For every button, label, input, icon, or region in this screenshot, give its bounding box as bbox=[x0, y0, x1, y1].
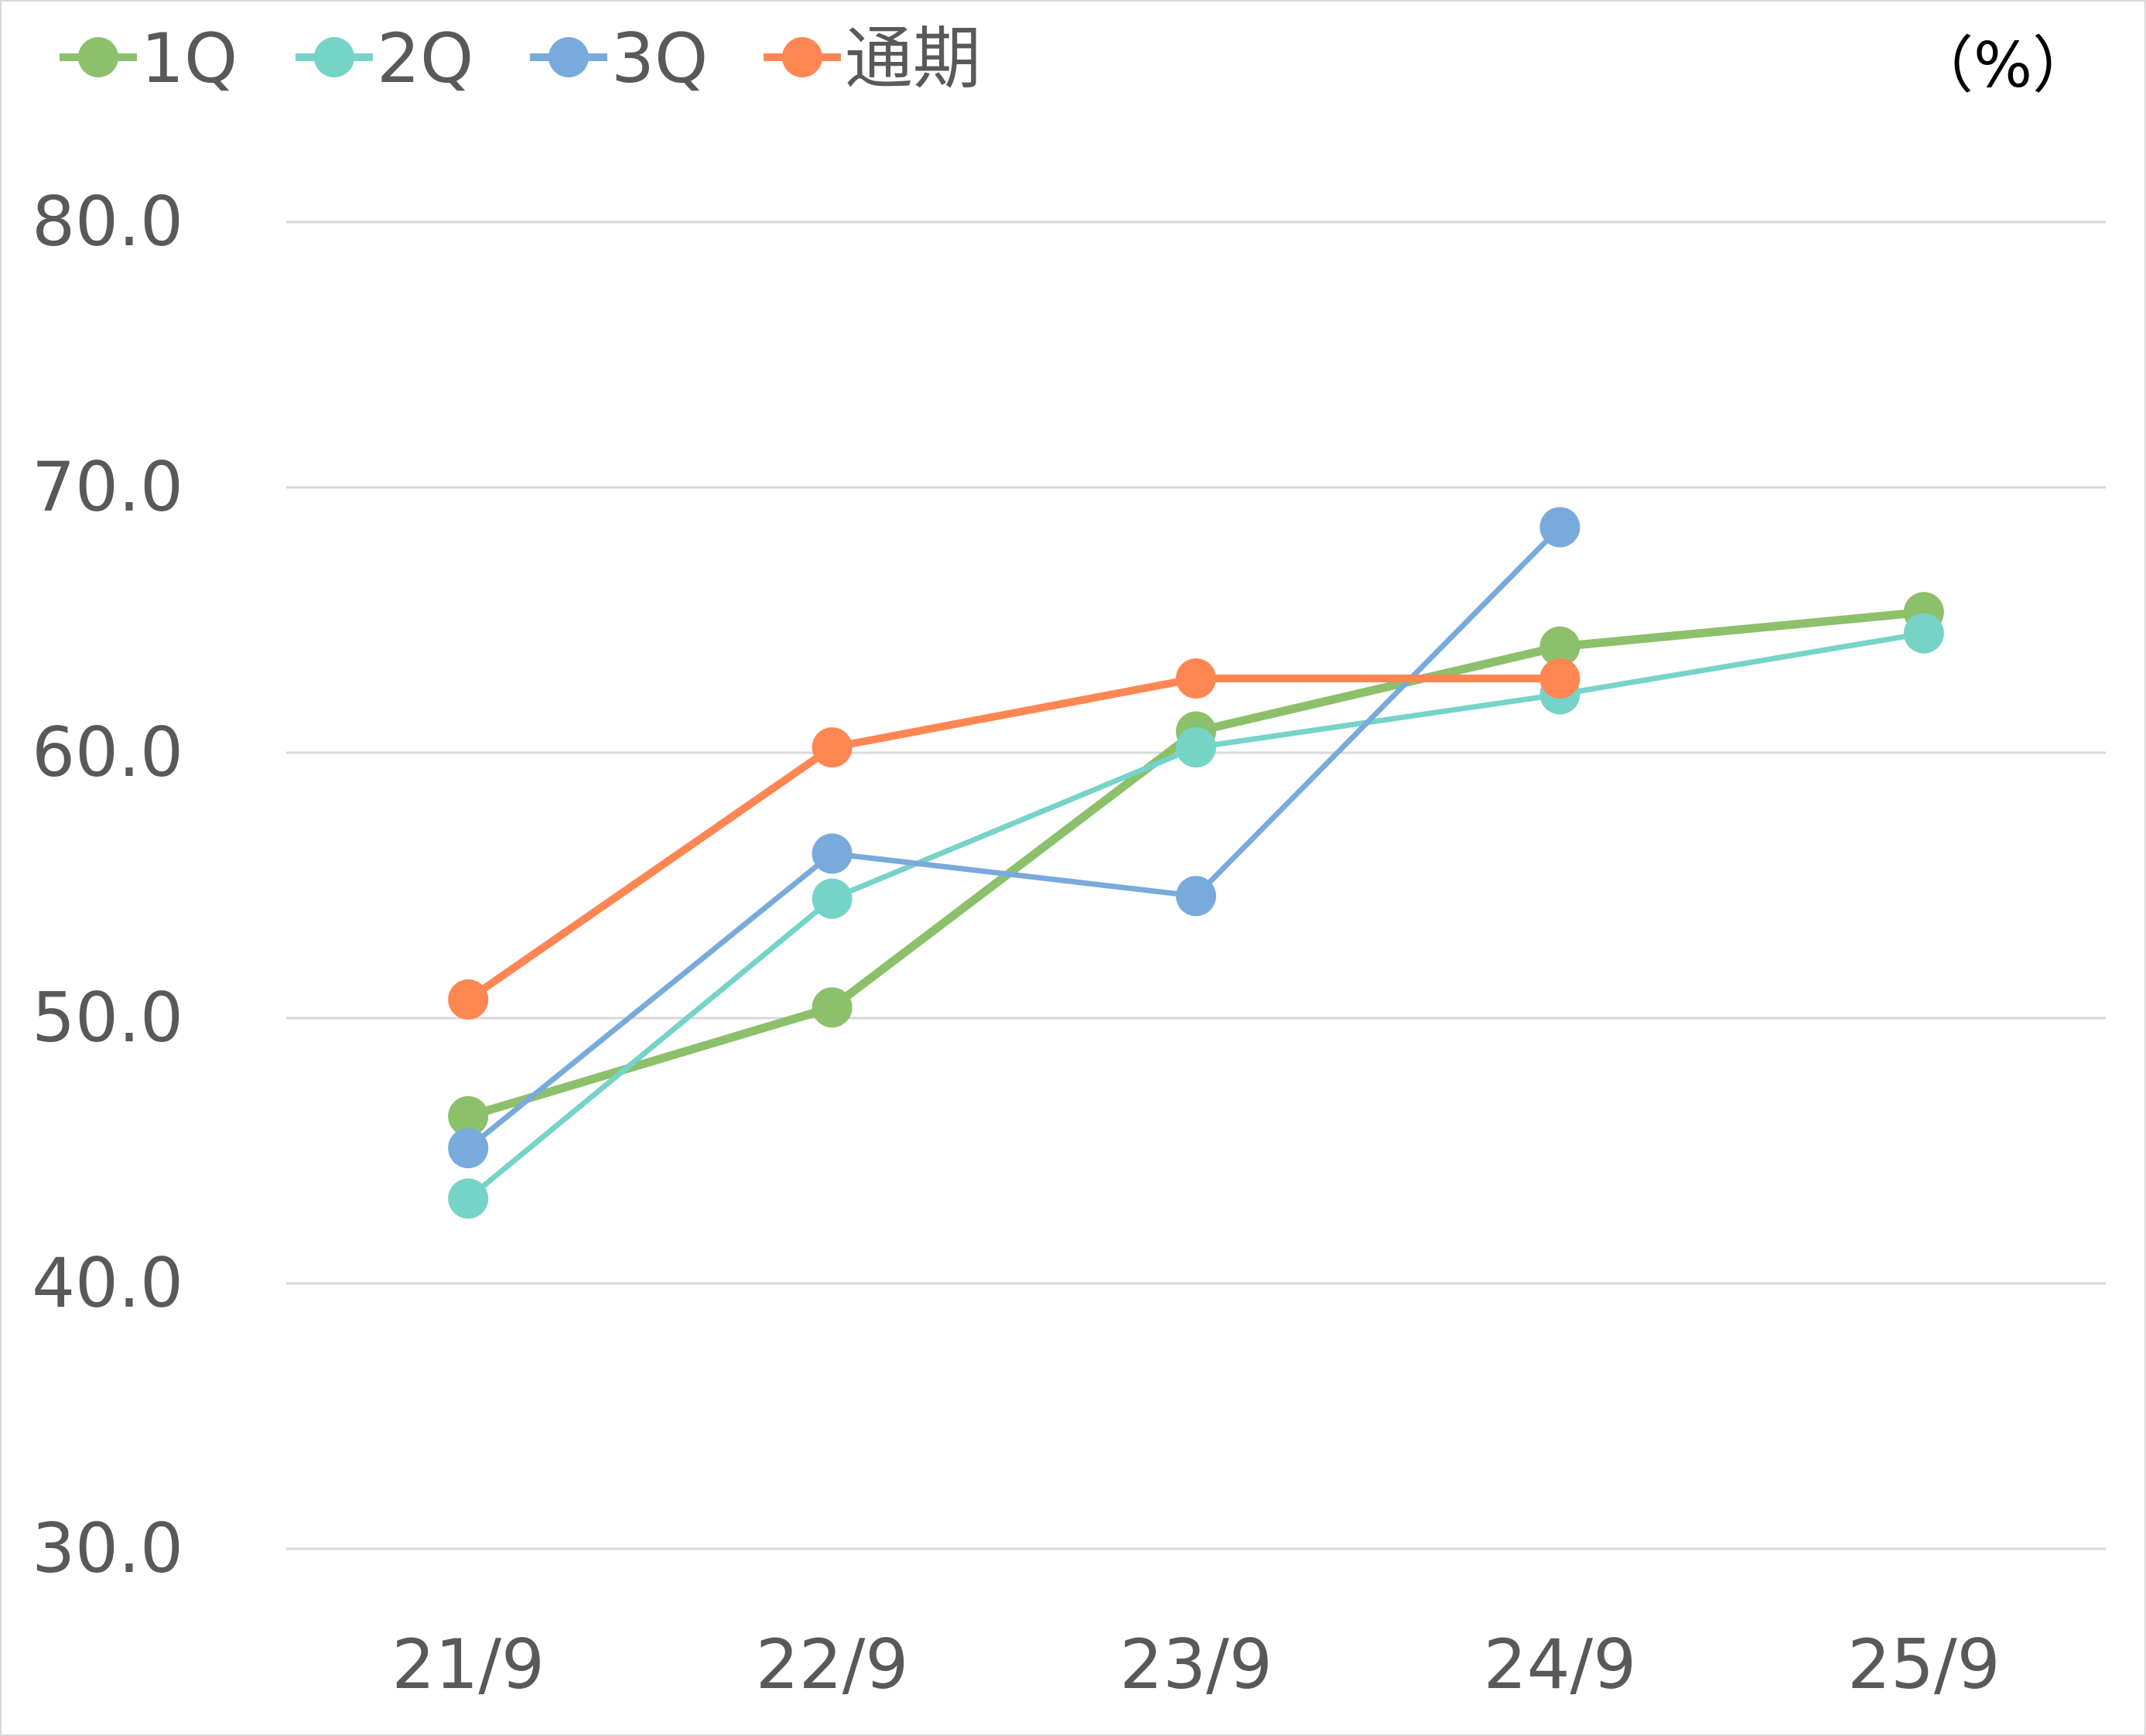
legend-item: 通期 bbox=[764, 19, 981, 98]
y-tick-label: 30.0 bbox=[32, 1509, 183, 1588]
data-point bbox=[1176, 658, 1216, 699]
y-tick-label: 50.0 bbox=[32, 978, 183, 1058]
legend-item: 2Q bbox=[296, 19, 473, 98]
legend: 1Q 2Q 3Q 通期 bbox=[60, 19, 981, 98]
x-tick-label: 22/9 bbox=[756, 1625, 909, 1704]
data-point bbox=[812, 727, 853, 768]
unit-label: （%） bbox=[1912, 29, 2094, 101]
data-point bbox=[448, 1178, 489, 1219]
x-tick-label: 24/9 bbox=[1484, 1625, 1637, 1704]
data-point bbox=[812, 833, 853, 874]
legend-item: 3Q bbox=[530, 19, 708, 98]
data-point bbox=[1539, 626, 1580, 667]
data-point bbox=[448, 1128, 489, 1169]
series-line bbox=[464, 674, 1564, 1003]
legend-marker bbox=[548, 37, 589, 77]
legend-label: 通期 bbox=[845, 19, 981, 98]
legend-marker bbox=[314, 37, 354, 77]
data-point bbox=[448, 1095, 489, 1136]
x-tick-label: 25/9 bbox=[1847, 1625, 2001, 1704]
x-tick-label: 23/9 bbox=[1119, 1625, 1273, 1704]
data-point bbox=[812, 878, 853, 919]
data-point bbox=[1903, 613, 1944, 654]
y-tick-label: 60.0 bbox=[32, 713, 183, 792]
legend-label: 2Q bbox=[377, 19, 473, 98]
data-point bbox=[1539, 658, 1580, 699]
y-axis: 30.0 40.0 50.0 60.0 70.0 80.0 bbox=[32, 182, 183, 1588]
data-point bbox=[1539, 507, 1580, 548]
y-tick-label: 40.0 bbox=[32, 1243, 183, 1323]
legend-label: 1Q bbox=[141, 19, 237, 98]
legend-marker bbox=[782, 37, 822, 77]
data-point bbox=[1176, 876, 1216, 917]
legend-label: 3Q bbox=[611, 19, 708, 98]
x-axis: 21/9 22/9 23/9 24/9 25/9 bbox=[391, 1625, 2000, 1704]
x-tick-label: 21/9 bbox=[391, 1625, 545, 1704]
data-point bbox=[812, 987, 853, 1028]
data-point bbox=[448, 979, 489, 1020]
legend-item: 1Q bbox=[60, 19, 237, 98]
y-tick-label: 80.0 bbox=[32, 182, 183, 261]
series-lines bbox=[448, 507, 1944, 1219]
legend-marker bbox=[78, 37, 118, 77]
series-通期 bbox=[448, 658, 1580, 1020]
series-3Q bbox=[448, 507, 1580, 1169]
series-line bbox=[465, 524, 1563, 1151]
grid bbox=[286, 220, 2106, 1550]
data-point bbox=[1176, 727, 1216, 768]
y-tick-label: 70.0 bbox=[32, 447, 183, 527]
